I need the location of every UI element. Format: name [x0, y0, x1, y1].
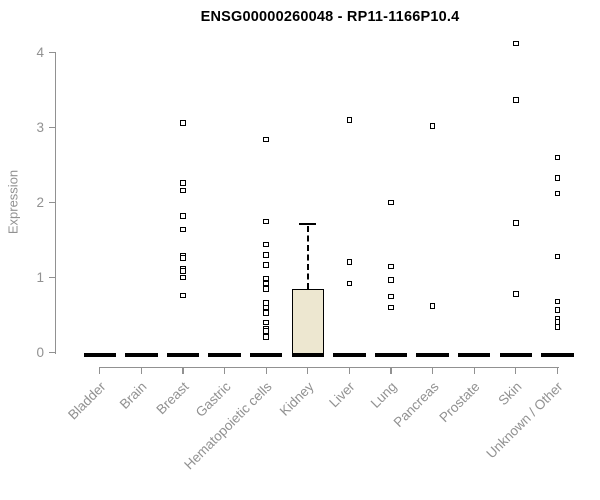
outlier-point [554, 307, 561, 313]
y-axis-tick [48, 202, 56, 204]
y-tick-label: 1 [36, 269, 44, 285]
outlier-point [388, 304, 394, 311]
outlier-point [554, 298, 561, 305]
outlier-point [346, 280, 353, 287]
x-tick-label-unknown-other: Unknown / Other [483, 379, 566, 462]
y-axis-tick [48, 352, 56, 354]
x-axis-tick [99, 367, 101, 374]
outlier-point [263, 275, 269, 281]
zero-bar-11 [541, 352, 574, 358]
outlier-point [429, 303, 436, 309]
outlier-point [180, 292, 186, 299]
outlier-point [263, 310, 269, 316]
outlier-point [513, 291, 519, 297]
outlier-point [554, 190, 561, 197]
x-axis-line [99, 367, 559, 369]
y-tick-label: 2 [36, 194, 44, 210]
y-axis-tick [48, 127, 56, 129]
outlier-point [263, 286, 269, 292]
outlier-point [388, 263, 394, 269]
outlier-point [263, 136, 269, 143]
outlier-point [180, 226, 186, 233]
outlier-point [263, 328, 269, 334]
y-tick-label: 0 [36, 344, 44, 360]
outlier-point [263, 319, 269, 326]
y-tick-label: 4 [36, 44, 44, 60]
zero-bar-4 [249, 352, 283, 358]
zero-bar-8 [416, 352, 449, 358]
outlier-point [263, 304, 269, 311]
y-axis-tick [48, 52, 56, 54]
outlier-point [180, 274, 186, 281]
outlier-point [180, 268, 186, 274]
zero-bar-9 [457, 352, 491, 358]
outlier-point [346, 259, 353, 265]
x-axis-tick [348, 367, 350, 374]
y-tick-label: 3 [36, 119, 44, 135]
outlier-point [263, 280, 269, 287]
zero-bar-10 [499, 352, 533, 358]
outlier-point [180, 187, 186, 194]
outlier-point [180, 180, 186, 186]
x-axis-tick [140, 367, 142, 374]
outlier-point [263, 241, 269, 248]
zero-bar-0 [83, 352, 117, 358]
outlier-point [263, 218, 269, 224]
outlier-point [513, 220, 519, 226]
outlier-point [513, 40, 519, 47]
outlier-point [429, 123, 436, 129]
outlier-point [263, 262, 269, 268]
x-axis-tick [265, 367, 267, 374]
x-axis-tick [432, 367, 434, 374]
zero-bar-1 [125, 352, 158, 358]
x-axis-tick [224, 367, 226, 374]
y-axis-tick [48, 277, 56, 279]
outlier-point [554, 154, 561, 161]
x-axis-tick [556, 367, 558, 374]
outlier-point [554, 324, 561, 330]
outlier-point [513, 97, 519, 103]
outlier-point [554, 253, 561, 260]
outlier-point [180, 213, 186, 219]
zero-bar-3 [208, 352, 241, 358]
x-axis-tick [182, 367, 184, 374]
outlier-point [388, 277, 394, 283]
outlier-point [263, 252, 269, 258]
chart-title: ENSG00000260048 - RP11-1166P10.4 [200, 9, 460, 25]
x-axis-tick [390, 367, 392, 374]
outlier-point [346, 117, 353, 123]
outlier-point [180, 120, 186, 126]
x-axis-tick [473, 367, 475, 374]
outlier-point [388, 199, 394, 206]
zero-bar-2 [166, 352, 200, 358]
outlier-point [263, 334, 269, 340]
y-axis-line [55, 52, 57, 354]
outlier-point [388, 293, 394, 299]
box-whisker-cap-5 [299, 222, 317, 225]
zero-bar-5 [291, 352, 325, 358]
box-5 [291, 288, 325, 357]
outlier-point [554, 175, 561, 181]
zero-bar-6 [333, 352, 366, 358]
outlier-point [554, 319, 561, 325]
x-axis-tick [515, 367, 517, 374]
x-axis-tick [307, 367, 309, 374]
zero-bar-7 [374, 352, 408, 358]
box-whisker-5 [306, 225, 309, 289]
outlier-point [180, 255, 186, 261]
